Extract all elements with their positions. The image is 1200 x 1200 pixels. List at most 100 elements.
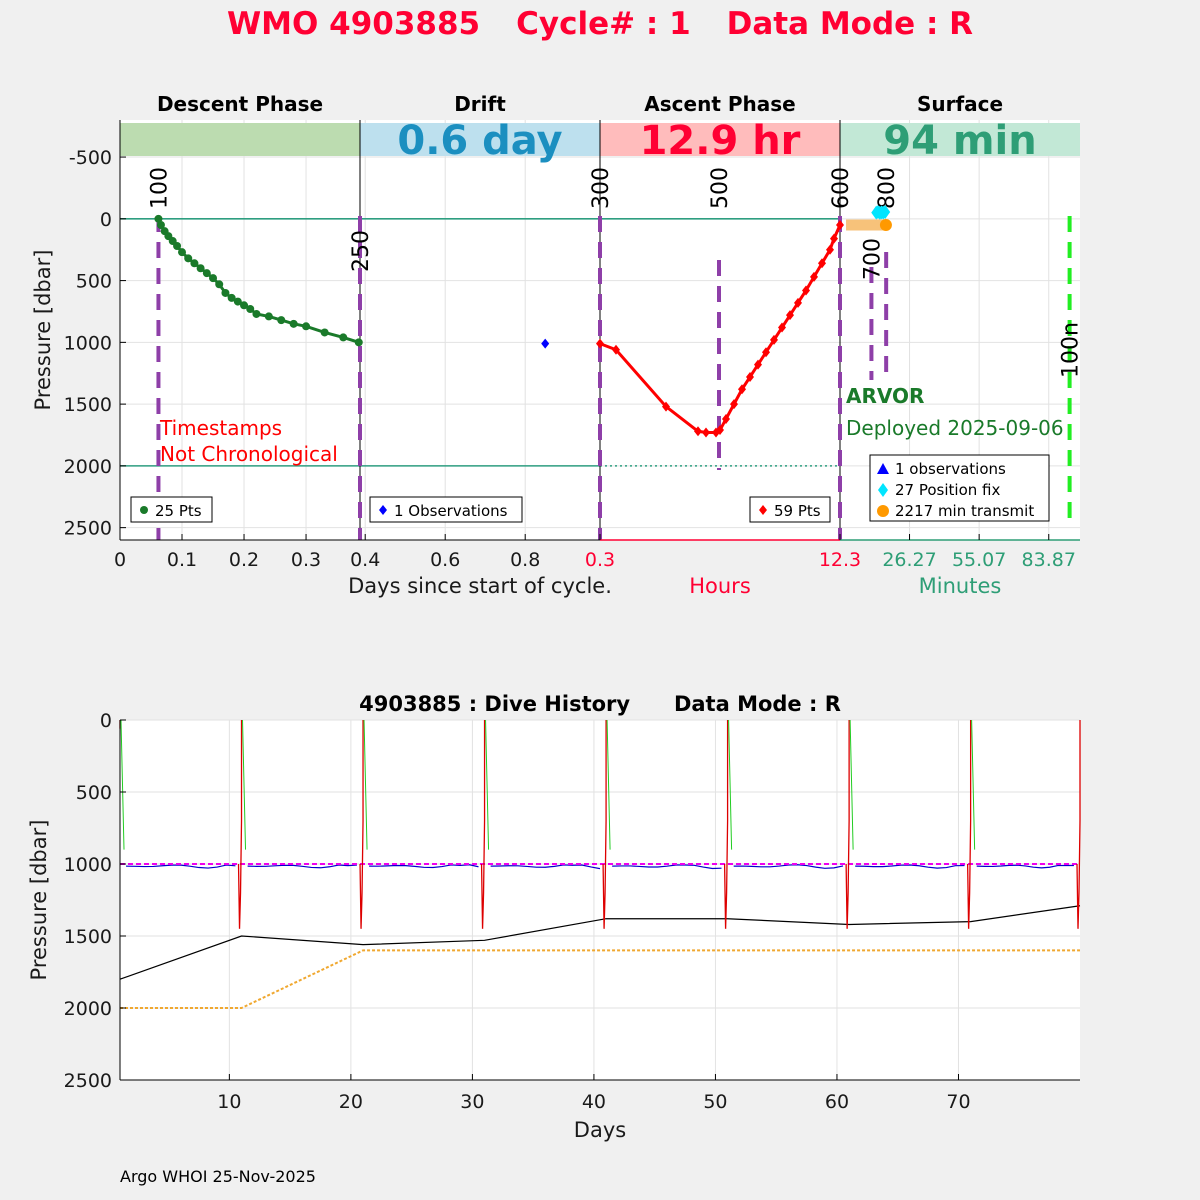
descent-point [184, 254, 193, 263]
note-line-2: Not Chronological [160, 442, 338, 466]
cycle-marker-label: 500 [708, 167, 733, 209]
ascent-point [762, 347, 770, 358]
x-tick-label: 0.1 [167, 549, 197, 571]
phase-band-surface [840, 123, 1080, 156]
ascent-trace [723, 720, 729, 929]
ascent-point [612, 344, 620, 355]
x-tick-label: 0.2 [229, 549, 259, 571]
legend-marker-diamond [878, 483, 888, 497]
drift-trace [490, 864, 601, 870]
x-axis-label-minutes: Minutes [919, 574, 1002, 598]
title-cycle: Cycle# : 1 [516, 6, 691, 42]
phase-band-ascent [600, 123, 840, 156]
descent-trace [485, 719, 490, 850]
drift-observation [541, 338, 550, 349]
ascent-point [770, 334, 778, 345]
descent-point [354, 338, 363, 347]
note-line-1: Timestamps [159, 416, 282, 440]
ascent-legend-label: 59 Pts [774, 502, 821, 520]
phase-label-descent: Descent Phase [157, 92, 323, 116]
ascent-point [810, 271, 818, 282]
cycle-marker-label: 700 [860, 238, 885, 280]
descent-point [302, 322, 311, 331]
ascent-point [702, 427, 710, 438]
ascent-trace [602, 720, 607, 929]
descent-trace [120, 719, 125, 850]
ascent-point [802, 285, 810, 296]
ascent-legend-marker [759, 505, 767, 515]
cycle-marker-label: 250 [349, 230, 374, 272]
x-axis-label-hours: Hours [689, 574, 751, 598]
x-tick-label: 83.87 [1022, 549, 1076, 571]
descent-legend-marker [140, 506, 148, 514]
drift-trace [733, 864, 844, 869]
phase-label-drift: Drift [454, 92, 506, 116]
y-tick-label: 0 [100, 209, 112, 231]
cycle-marker-label: 800 [875, 167, 900, 209]
x-tick-label: 30 [460, 1091, 484, 1113]
y-tick-label: 1000 [64, 332, 112, 354]
descent-point [320, 328, 329, 337]
descent-point [190, 259, 199, 268]
drift-trace [855, 864, 965, 869]
descent-trace [728, 719, 733, 850]
y-tick-label: 1000 [64, 854, 112, 876]
surface-legend-item: 27 Position fix [895, 481, 1000, 499]
drift-legend-box [369, 496, 523, 523]
descent-point [156, 221, 165, 229]
phase-duration-drift: 0.6 day [397, 118, 562, 164]
descent-point [339, 333, 348, 342]
cycle-marker-label: 600 [829, 167, 854, 209]
descent-point [154, 214, 163, 223]
ascent-point [826, 244, 834, 255]
y-tick-label: 2000 [64, 998, 112, 1020]
x-tick-label: 40 [582, 1091, 606, 1113]
ascent-point [722, 413, 730, 424]
ascent-point [786, 310, 794, 321]
descent-point [209, 274, 218, 283]
ascent-trace [966, 720, 972, 929]
descent-point [240, 301, 249, 310]
drift-trace [369, 864, 479, 869]
x-tick-label: 12.3 [819, 549, 861, 571]
y-tick-label: 1500 [64, 394, 112, 416]
descent-legend-label: 25 Pts [155, 502, 202, 520]
ascent-point [738, 384, 746, 395]
ascent-point [778, 322, 786, 333]
y-tick-label: 1500 [64, 926, 112, 948]
descent-point [264, 312, 273, 321]
max-pressure-line [119, 905, 1081, 980]
ascent-trace [359, 720, 364, 929]
ascent-point [596, 338, 604, 349]
ascent-trace [480, 720, 486, 929]
transmit-point [879, 219, 892, 231]
ascent-point [730, 399, 738, 410]
x-tick-label: 26.27 [882, 549, 936, 571]
phase-band-descent [120, 123, 360, 156]
descent-point [173, 242, 182, 250]
drift-trace [126, 864, 236, 869]
ascent-point [694, 426, 702, 437]
descent-point [196, 264, 205, 273]
y-tick-label: -500 [69, 147, 112, 169]
phase-band-drift [360, 123, 600, 156]
figure-title: WMO 4903885 Cycle# : 1 Data Mode : R [227, 6, 973, 42]
x-tick-label: 50 [703, 1091, 727, 1113]
descent-point [221, 288, 230, 297]
y-tick-label: 2000 [64, 456, 112, 478]
y-axis-label: Pressure [dbar] [27, 820, 51, 981]
x-tick-label: 0 [114, 549, 126, 571]
x-tick-label: 0.8 [510, 549, 540, 571]
drift-legend-label: 1 Observations [394, 502, 508, 520]
ascent-point [746, 371, 754, 382]
descent-point [227, 293, 236, 302]
cycle-marker-label: 100n [1059, 322, 1084, 378]
descent-trace [363, 719, 368, 850]
ascent-point [662, 401, 670, 412]
surface-legend-item: 2217 min transmit [895, 502, 1034, 520]
ascent-point [754, 359, 762, 370]
descent-trace [971, 719, 976, 850]
x-axis-label: Days [574, 1118, 626, 1142]
